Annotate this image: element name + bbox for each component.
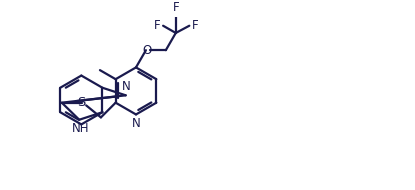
Text: NH: NH (71, 122, 89, 135)
Text: F: F (192, 19, 199, 32)
Text: F: F (154, 19, 160, 32)
Text: N: N (132, 117, 140, 130)
Text: N: N (122, 80, 131, 93)
Text: S: S (78, 96, 86, 109)
Text: O: O (142, 44, 151, 57)
Text: F: F (173, 1, 179, 14)
